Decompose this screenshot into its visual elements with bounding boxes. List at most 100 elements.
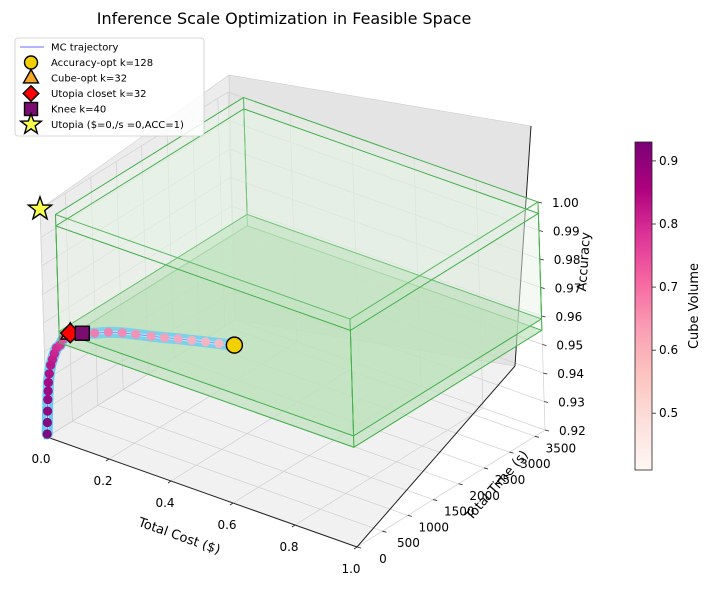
accuracy-opt-marker [225, 336, 244, 354]
trajectory-point [201, 337, 211, 347]
y-tick-label: 3000 [520, 457, 551, 471]
y-axis-line [356, 365, 516, 548]
y-tick-label: 2000 [469, 489, 500, 503]
y-tick [509, 451, 514, 454]
trajectory-point [43, 395, 53, 405]
z-tick-label: 0.93 [558, 396, 585, 410]
colorbar-gradient [634, 141, 653, 471]
trajectory-point [43, 386, 53, 396]
y-tick-label: 0 [379, 552, 387, 566]
legend-frame [14, 37, 205, 137]
legend-swatch [22, 84, 40, 103]
legend-entry: Accuracy-opt k=128 [51, 58, 153, 69]
z-tick-label: 0.98 [554, 253, 581, 267]
legend-entry: MC trajectory [51, 43, 119, 54]
x-tick-label: 0.8 [279, 540, 298, 554]
z-tick-label: 0.95 [556, 339, 583, 353]
trajectory-point [131, 329, 141, 339]
legend-entry: Utopia closet k=32 [51, 89, 147, 100]
box-right-face [349, 212, 543, 437]
z-tick [542, 344, 547, 346]
z-tick [538, 230, 543, 232]
z-tick [541, 315, 546, 318]
y-tick-label: 1500 [444, 505, 475, 519]
feasible-box-front [55, 97, 543, 448]
x-tick [167, 480, 172, 484]
z-tick [540, 287, 545, 289]
z-tick [543, 372, 548, 375]
x-tick-label: 1.0 [341, 562, 360, 576]
trajectory-point [103, 327, 113, 337]
z-tick-label: 0.94 [557, 367, 584, 381]
trajectory-point [117, 328, 127, 338]
grid-line-z [43, 205, 542, 324]
z-tick-label: 0.97 [555, 282, 582, 296]
z-tick [539, 258, 544, 261]
x-axis-label: Total Cost ($) [135, 515, 222, 558]
y-tick [382, 530, 387, 533]
chart-title: Inference Scale Optimization in Feasible… [97, 9, 472, 28]
trajectory-point [42, 417, 53, 428]
optimal-point-markers [26, 194, 244, 354]
y-tick [356, 546, 362, 549]
y-tick [534, 435, 539, 438]
y-tick-label: 2500 [495, 473, 526, 487]
x-tick [229, 502, 234, 506]
x-tick [105, 458, 110, 462]
grid-line-z [41, 148, 540, 267]
x-tick-label: 0.0 [31, 452, 50, 466]
legend-entry: Utopia ($=0,/s =0,ACC=1) [51, 120, 184, 131]
z-tick [537, 201, 543, 204]
legend-swatch [22, 68, 40, 84]
trajectory-point [187, 335, 197, 345]
colorbar-label: Cube Volume [687, 263, 702, 349]
z-tick-label: 0.99 [553, 225, 580, 239]
trajectory-point [43, 406, 53, 416]
colorbar-tick-label: 0.7 [659, 280, 678, 294]
grid-line-z [40, 120, 540, 238]
colorbar: 0.5 0.6 0.7 0.8 0.9 Cube Volume [634, 141, 702, 471]
y-tick [458, 483, 463, 486]
colorbar-ticks: 0.5 0.6 0.7 0.8 0.9 [652, 154, 678, 420]
y-tick [407, 514, 412, 517]
colorbar-tick-label: 0.9 [659, 154, 678, 168]
x-tick-label: 0.6 [217, 518, 236, 532]
x-tick [291, 524, 296, 528]
trajectory-point [90, 328, 100, 338]
trajectory-point [173, 334, 183, 344]
x-axis-line [46, 436, 358, 548]
trajectory-point [44, 369, 54, 379]
x-tick [353, 546, 358, 550]
trajectory-point [214, 338, 224, 349]
colorbar-tick-label: 0.8 [659, 217, 678, 231]
knee-marker [74, 325, 91, 341]
y-tick [483, 467, 489, 470]
z-tick-label: 1.00 [552, 196, 579, 210]
y-tick-label: 500 [397, 536, 420, 550]
axis-ticks: 0.00.20.40.60.81.00500100015002000250030… [31, 196, 585, 576]
legend-entry: Cube-opt k=32 [51, 74, 127, 85]
colorbar-tick-label: 0.5 [659, 406, 678, 420]
z-axis-label: Accuracy [575, 231, 594, 292]
x-tick-label: 0.2 [93, 474, 112, 488]
y-tick-label: 3500 [546, 441, 577, 455]
colorbar-tick-label: 0.6 [659, 343, 678, 357]
z-tick-label: 0.96 [556, 310, 583, 324]
trajectory-point [146, 331, 156, 341]
grid-line-z [42, 177, 541, 295]
trajectory-point [42, 429, 52, 439]
legend: MC trajectory Accuracy-opt k=128 Cube-opt … [14, 37, 205, 137]
y-tick-label: 1000 [419, 520, 450, 534]
x-tick-label: 0.4 [155, 496, 174, 510]
z-tick [544, 429, 550, 432]
trajectory-point [43, 377, 54, 388]
utopia-marker [26, 194, 54, 221]
z-tick [544, 401, 549, 403]
z-tick-label: 0.92 [559, 424, 586, 438]
legend-swatch [23, 55, 39, 70]
legend-swatch [18, 111, 44, 135]
trajectory-point [159, 333, 170, 343]
y-tick [433, 499, 438, 501]
legend-entry: Knee k=40 [51, 105, 106, 116]
